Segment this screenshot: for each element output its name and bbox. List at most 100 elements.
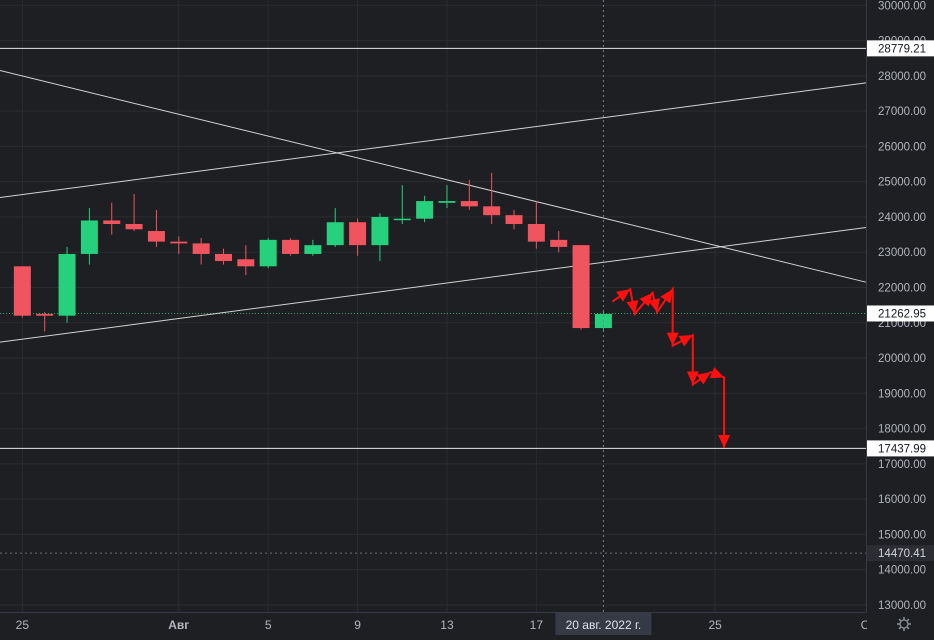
candle-body [527, 223, 545, 242]
price-tick-label: 19000.00 [878, 388, 926, 400]
time-tick-label: 25 [708, 618, 722, 632]
candle-body [125, 223, 143, 230]
time-tick-label: 9 [354, 618, 361, 632]
horizontal-levels-layer [0, 47, 866, 554]
price-tick-label: 30000.00 [878, 0, 926, 12]
time-tick-label: 17 [530, 618, 544, 632]
candle-body [282, 239, 300, 254]
candle-down[interactable] [36, 312, 54, 332]
price-tick-label: 26000.00 [878, 141, 926, 153]
candle-body [36, 313, 54, 316]
level-price-label[interactable]: 28779.21 [867, 40, 934, 57]
candle-down[interactable] [572, 245, 590, 330]
grid-layer [0, 0, 873, 612]
candle-down[interactable] [505, 209, 523, 230]
candle-body [483, 206, 501, 216]
candle-body [58, 253, 76, 316]
candle-up[interactable] [259, 238, 277, 269]
candle-body [259, 239, 277, 267]
candle-down[interactable] [125, 194, 143, 232]
price-tick-label: 22000.00 [878, 282, 926, 294]
candle-up[interactable] [393, 185, 411, 224]
trendlines-layer [0, 70, 867, 343]
candle-body [550, 239, 568, 247]
level-price-label-text: 14470.41 [878, 548, 926, 560]
projection-arrowhead [616, 289, 631, 302]
level-price-label[interactable]: 14470.41 [867, 545, 934, 562]
candle-down[interactable] [550, 231, 568, 253]
level-price-label[interactable]: 17437.99 [867, 440, 934, 457]
candle-down[interactable] [349, 218, 367, 256]
price-tick-label: 14000.00 [878, 565, 926, 577]
current-price-label-background [867, 305, 934, 322]
gear-icon-tooth [906, 626, 910, 630]
candle-down[interactable] [147, 209, 165, 247]
price-tick-label: 23000.00 [878, 247, 926, 259]
candle-body [147, 231, 165, 242]
price-tick-label: 16000.00 [878, 494, 926, 506]
current-price-label[interactable]: 21262.95 [867, 305, 934, 322]
current-price-label-text: 21262.95 [878, 308, 926, 320]
candle-body [80, 220, 98, 254]
projection-arrowhead [626, 300, 639, 314]
candle-down[interactable] [214, 248, 232, 265]
candle-down[interactable] [237, 245, 255, 276]
level-price-label-background [867, 440, 934, 457]
projection-arrowhead [666, 332, 679, 346]
candle-body [103, 220, 121, 224]
projection-arrowhead [686, 371, 699, 385]
candle-body [214, 253, 232, 262]
gear-icon-tooth [906, 618, 910, 622]
price-tick-label: 18000.00 [878, 424, 926, 436]
candle-down[interactable] [192, 238, 210, 265]
candle-body [192, 243, 210, 254]
candle-down[interactable] [460, 179, 478, 210]
price-tick-label: 27000.00 [878, 106, 926, 118]
candle-down[interactable] [282, 238, 300, 256]
trendline[interactable] [0, 82, 867, 199]
projection-arrowhead [678, 335, 693, 347]
settings-icon[interactable] [867, 613, 934, 635]
level-price-label-text: 28779.21 [878, 43, 926, 55]
candles-layer [13, 172, 612, 332]
candle-down[interactable] [170, 236, 188, 254]
candle-up[interactable] [438, 185, 456, 209]
candle-up[interactable] [58, 246, 76, 323]
price-tick-label: 13000.00 [878, 600, 926, 612]
time-axis: 25Авг59131725Сен20 авг. 2022 г. [0, 612, 883, 635]
gear-icon-tooth [898, 626, 902, 630]
candle-body [326, 222, 344, 246]
level-price-label-background [867, 40, 934, 57]
candle-up[interactable] [80, 208, 98, 265]
candle-body [438, 201, 456, 203]
candle-down[interactable] [13, 266, 31, 318]
level-price-label-text: 17437.99 [878, 443, 926, 455]
candle-up[interactable] [371, 213, 389, 262]
candle-down[interactable] [483, 172, 501, 224]
trendline[interactable] [0, 227, 867, 343]
projection-arrows-layer [611, 286, 731, 448]
candle-body [237, 259, 255, 267]
crosshair-date-label-text: 20 авг. 2022 г. [566, 618, 642, 632]
candle-up[interactable] [416, 195, 434, 223]
projection-path[interactable] [611, 286, 726, 448]
projection-arrowhead [648, 298, 660, 313]
candle-up[interactable] [326, 208, 344, 247]
candle-up[interactable] [304, 239, 322, 256]
gear-icon-tooth [898, 618, 902, 622]
candle-body [460, 201, 478, 207]
time-tick-label: 13 [440, 618, 454, 632]
crosshair-date-label: 20 авг. 2022 г. [555, 613, 652, 635]
candle-down[interactable] [527, 201, 545, 249]
candle-body [393, 218, 411, 221]
price-tick-label: 15000.00 [878, 529, 926, 541]
candle-body [371, 216, 389, 246]
candle-down[interactable] [103, 202, 121, 235]
time-tick-label: Авг [168, 618, 189, 632]
projection-arrowhead [709, 367, 725, 379]
trendline[interactable] [0, 70, 867, 283]
price-tick-label: 28000.00 [878, 71, 926, 83]
gear-icon-ring [899, 619, 909, 629]
